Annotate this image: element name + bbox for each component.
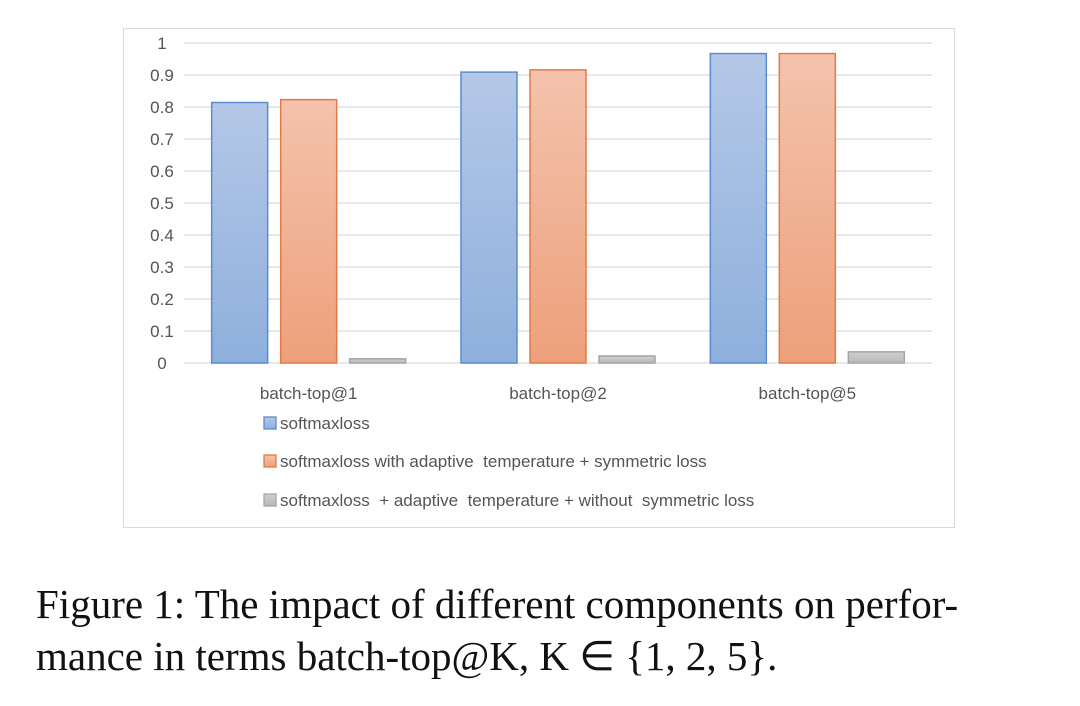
legend-label-series-3: softmaxloss + adaptive temperature + wit… <box>280 491 754 510</box>
legend: softmaxloss softmaxloss with adaptive tem… <box>263 414 754 510</box>
chart-frame: 0 0.1 0.2 0.3 0.4 0.5 0.6 0.7 0.8 0.9 1 batch-top@… <box>123 28 955 528</box>
bar-series-1-batch-top@1 <box>210 101 269 364</box>
y-tick-label: 0.3 <box>150 258 174 277</box>
figure-caption: Figure 1: The impact of different compon… <box>36 578 1056 682</box>
legend-swatch-series-3 <box>263 493 277 507</box>
x-tick-label: batch-top@1 <box>260 384 358 403</box>
bar-series-2-batch-top@5 <box>778 52 837 364</box>
y-tick-label: 0 <box>157 354 166 373</box>
legend-label-series-2: softmaxloss with adaptive temperature + … <box>280 452 707 471</box>
caption-line-1: Figure 1: The impact of different compon… <box>36 581 959 627</box>
y-tick-label: 0.9 <box>150 66 174 85</box>
y-tick-label: 1 <box>157 34 166 53</box>
bar-series-3-batch-top@5 <box>847 351 906 364</box>
bar-series-1-batch-top@5 <box>709 52 768 364</box>
legend-swatch-series-2 <box>263 454 277 468</box>
bars <box>210 52 906 364</box>
x-axis-ticks: batch-top@1 batch-top@2 batch-top@5 <box>260 384 856 403</box>
bar-series-3-batch-top@2 <box>598 355 656 364</box>
y-tick-label: 0.1 <box>150 322 174 341</box>
y-tick-label: 0.8 <box>150 98 174 117</box>
x-tick-label: batch-top@5 <box>759 384 857 403</box>
y-tick-label: 0.6 <box>150 162 174 181</box>
y-tick-label: 0.5 <box>150 194 174 213</box>
y-axis-ticks: 0 0.1 0.2 0.3 0.4 0.5 0.6 0.7 0.8 0.9 1 <box>150 34 174 373</box>
legend-swatch-series-1 <box>263 416 277 430</box>
bar-series-2-batch-top@1 <box>279 98 338 364</box>
bar-series-3-batch-top@1 <box>348 358 407 364</box>
y-tick-label: 0.2 <box>150 290 174 309</box>
legend-label-series-1: softmaxloss <box>280 414 370 433</box>
bar-series-1-batch-top@2 <box>460 71 518 364</box>
bar-series-2-batch-top@2 <box>529 69 587 364</box>
bar-chart: 0 0.1 0.2 0.3 0.4 0.5 0.6 0.7 0.8 0.9 1 batch-top@… <box>150 34 932 510</box>
y-tick-label: 0.7 <box>150 130 174 149</box>
y-tick-label: 0.4 <box>150 226 174 245</box>
x-tick-label: batch-top@2 <box>509 384 607 403</box>
caption-line-2: mance in terms batch-top@K, K ∈ {1, 2, 5… <box>36 633 778 679</box>
